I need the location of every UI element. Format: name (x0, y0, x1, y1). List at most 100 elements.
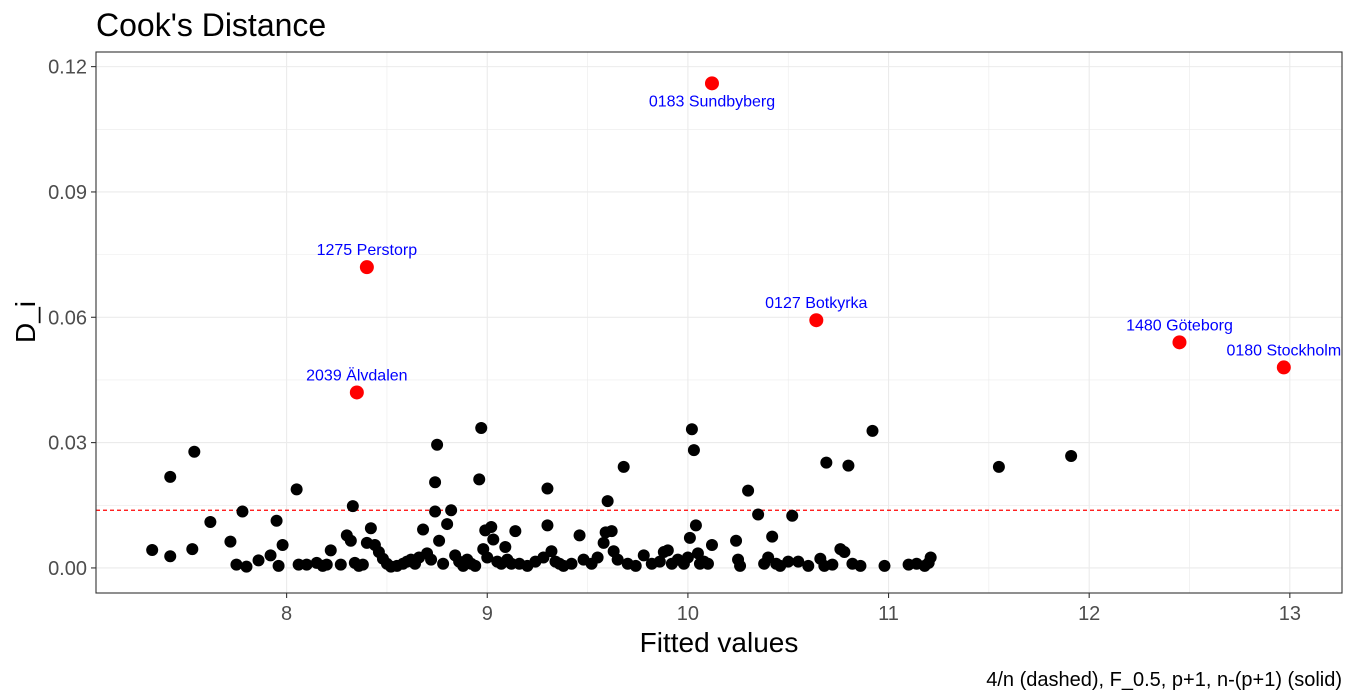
data-point (252, 554, 265, 567)
panel-border (95, 51, 1343, 594)
data-point (637, 549, 650, 562)
data-point (685, 423, 698, 436)
x-tick-label: 13 (1279, 603, 1301, 625)
x-tick-label: 9 (482, 603, 493, 625)
data-point (324, 544, 337, 557)
x-tick-label: 10 (677, 603, 699, 625)
data-point (481, 551, 494, 564)
data-point (230, 558, 243, 571)
data-point (565, 557, 578, 570)
data-point (689, 519, 702, 532)
data-point (782, 555, 795, 568)
data-point (240, 560, 253, 573)
data-point (431, 438, 444, 451)
data-point (705, 538, 718, 551)
data-point (499, 541, 512, 554)
x-tick-label: 11 (878, 603, 899, 625)
data-point (866, 424, 879, 437)
data-point (766, 530, 779, 543)
chart-caption: 4/n (dashed), F_0.5, p+1, n-(p+1) (solid… (986, 669, 1342, 691)
data-point (601, 495, 614, 508)
x-tick-label: 12 (1078, 603, 1100, 625)
data-point (752, 508, 765, 521)
data-point (653, 555, 666, 568)
data-point (838, 546, 851, 559)
data-point (146, 543, 159, 556)
data-point (691, 547, 704, 560)
data-point (992, 460, 1005, 473)
highlighted-point (1172, 335, 1187, 350)
data-point (437, 557, 450, 570)
data-point (445, 504, 458, 517)
data-point (509, 525, 522, 538)
data-point (661, 544, 674, 557)
highlighted-point (704, 76, 719, 91)
highlighted-point (359, 260, 374, 275)
data-point (429, 476, 442, 489)
data-point (290, 483, 303, 496)
highlighted-point (349, 385, 364, 400)
data-point (425, 553, 438, 566)
data-point (681, 551, 694, 564)
points (146, 421, 1078, 573)
data-point (842, 459, 855, 472)
y-tick-label: 0.12 (48, 57, 87, 79)
data-point (924, 551, 937, 564)
data-point (854, 559, 867, 572)
highlighted-point (809, 313, 824, 328)
highlighted-point (1276, 360, 1291, 375)
data-point (1065, 449, 1078, 462)
data-point (629, 559, 642, 572)
point-label: 1480 Göteborg (1126, 317, 1233, 334)
x-axis-title: Fitted values (640, 627, 799, 658)
data-point (276, 538, 289, 551)
data-point (264, 549, 277, 562)
data-point (364, 522, 377, 535)
data-point (270, 514, 283, 527)
y-tick-label: 0.00 (48, 558, 87, 580)
y-tick-label: 0.03 (48, 433, 87, 455)
data-point (611, 553, 624, 566)
point-labels: 0183 Sundbyberg 1275 Perstorp 0127 Botkyrk… (306, 93, 1341, 384)
data-point (344, 534, 357, 547)
data-point (356, 558, 369, 571)
data-point (605, 525, 618, 538)
data-point (730, 534, 743, 547)
data-point (485, 520, 498, 533)
data-point (334, 558, 347, 571)
axis-ticks: 8 9 10 11 12 13 0.00 0.03 0.06 0.09 0.12 (48, 57, 1301, 625)
data-point (475, 421, 488, 434)
point-label: 0183 Sundbyberg (649, 93, 775, 110)
data-point (541, 482, 554, 495)
y-tick-label: 0.09 (48, 182, 87, 204)
data-point (469, 559, 482, 572)
data-point (545, 545, 558, 558)
data-point (441, 518, 454, 531)
data-point (617, 460, 630, 473)
y-tick-label: 0.06 (48, 307, 87, 329)
data-point (320, 558, 333, 571)
point-label: 2039 Älvdalen (306, 366, 407, 384)
x-tick-label: 8 (281, 603, 292, 625)
chart-title: Cook's Distance (96, 7, 326, 43)
highlighted-points (349, 76, 1291, 400)
data-point (802, 559, 815, 572)
data-point (742, 484, 755, 497)
data-point (786, 509, 799, 522)
data-point (433, 534, 446, 547)
data-point (878, 559, 891, 572)
point-label: 0127 Botkyrka (765, 295, 867, 312)
point-label: 0180 Stockholm (1226, 342, 1341, 359)
data-point (473, 473, 486, 486)
data-point (188, 445, 201, 458)
data-point (597, 536, 610, 549)
data-point (591, 551, 604, 564)
data-point (204, 515, 217, 528)
data-point (487, 533, 500, 546)
data-point (687, 444, 700, 457)
data-point (346, 500, 359, 513)
data-point (272, 559, 285, 572)
data-point (186, 543, 199, 556)
data-point (541, 519, 554, 532)
